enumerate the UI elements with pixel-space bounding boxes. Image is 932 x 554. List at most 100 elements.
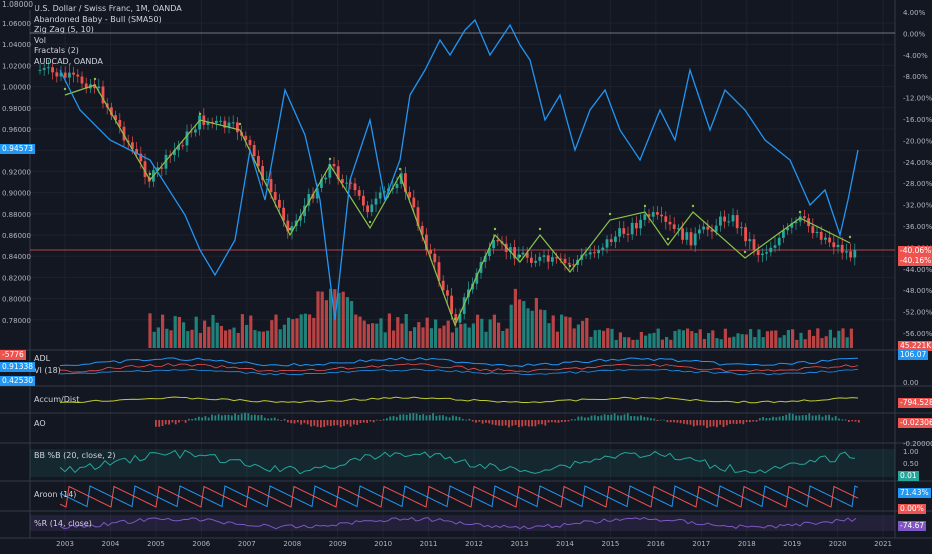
bb-label[interactable]: BB %B (20, close, 2)	[34, 451, 116, 460]
study-abandoned-baby[interactable]: Abandoned Baby - Bull (SMA50)	[34, 14, 162, 24]
candle-body	[139, 153, 143, 162]
ao-bar	[801, 415, 804, 421]
ao-bar	[636, 416, 639, 421]
left-axis-label: 0.78000	[2, 317, 31, 325]
study-audcad[interactable]: AUDCAD, OANDA	[34, 56, 103, 66]
volume-bar	[698, 329, 702, 348]
study-fractals[interactable]: Fractals (2)	[34, 46, 79, 55]
time-axis-label: 2019	[783, 540, 801, 548]
fractal-marker	[398, 167, 402, 171]
aroon-right-tag: 71.43%	[898, 488, 931, 498]
candle-body	[189, 131, 193, 133]
volume-bar	[488, 319, 492, 348]
candle-body	[488, 248, 491, 257]
accum-dist-label[interactable]: Accum/Dist	[34, 395, 80, 404]
volume-bar	[513, 288, 517, 348]
ao-bar	[798, 415, 801, 421]
symbol-title[interactable]: U.S. Dollar / Swiss Franc, 1M, OANDA	[34, 4, 182, 13]
audcad-line	[59, 18, 859, 321]
candle-body	[828, 237, 831, 243]
fractal-marker	[368, 220, 372, 224]
ao-bar	[227, 414, 230, 421]
right-axis-label: -44.00%	[903, 266, 932, 274]
ao-bar	[197, 416, 200, 421]
volume-bar	[165, 328, 169, 348]
volume-bar	[270, 320, 274, 348]
volume-bar	[564, 316, 568, 348]
study-vol[interactable]: Vol	[34, 35, 46, 45]
time-axis-label: 2020	[829, 540, 847, 548]
candle-body	[378, 192, 382, 199]
ao-bar	[564, 420, 566, 422]
main-price-pane[interactable]	[30, 18, 895, 348]
volume-bar	[303, 313, 307, 348]
candle-body	[97, 86, 101, 89]
volume-bar	[686, 328, 690, 348]
volume-bar	[287, 317, 291, 348]
fractal-marker	[288, 227, 292, 231]
volume-bar	[446, 320, 450, 348]
ao-bar	[824, 415, 827, 421]
ao-axis-low: -0.20000	[903, 440, 932, 448]
volume-bar	[362, 320, 366, 348]
volume-bar	[509, 304, 513, 348]
ao-bar	[854, 420, 857, 422]
time-axis-label: 2005	[147, 540, 165, 548]
ao-bar	[389, 416, 392, 421]
ao-bar	[584, 417, 586, 421]
volume-bar	[194, 316, 198, 348]
candle-body	[370, 204, 374, 213]
candle-body	[362, 195, 365, 206]
volume-bar	[278, 329, 282, 348]
study-zigzag[interactable]: Zig Zag (5, 10)	[34, 25, 94, 34]
indicator-panes[interactable]	[30, 357, 895, 531]
volume-bar	[438, 328, 442, 348]
ao-bar	[422, 414, 425, 421]
ao-bar	[346, 420, 349, 425]
aroon-label[interactable]: Aroon (14)	[34, 490, 77, 499]
ao-bar	[511, 420, 514, 426]
williams-r-right-tag: -74.67	[898, 521, 927, 531]
ao-bar	[201, 417, 203, 421]
candle-body	[517, 254, 521, 259]
volume-bar	[614, 339, 618, 348]
time-axis-label: 2003	[56, 540, 74, 548]
ao-bar	[752, 420, 755, 422]
candle-body	[311, 194, 315, 199]
candle-body	[794, 221, 798, 224]
williams-r-label[interactable]: %R (14, close)	[34, 519, 92, 528]
ao-bar	[306, 420, 309, 425]
volume-bar	[652, 332, 656, 348]
ao-bar	[435, 415, 438, 421]
vi-label[interactable]: VI (18)	[34, 366, 61, 375]
ao-bar	[184, 420, 187, 423]
candle-body	[689, 232, 693, 246]
candle-body	[269, 179, 273, 192]
bb-percent-line	[59, 449, 856, 475]
left-axis-label: 0.88000	[2, 211, 31, 219]
candle-body	[605, 239, 609, 248]
adl-label[interactable]: ADL	[34, 354, 51, 363]
candle-body	[72, 72, 75, 75]
ao-label[interactable]: AO	[34, 419, 46, 428]
fractal-marker	[538, 227, 542, 231]
ao-bar	[795, 415, 797, 421]
ao-bar	[626, 413, 629, 421]
ao-bar	[669, 420, 672, 423]
candle-body	[416, 207, 420, 226]
right-axis-label: -28.00%	[903, 180, 932, 188]
ao-bar	[244, 412, 246, 421]
volume-bar	[694, 333, 698, 348]
ao-bar	[534, 420, 537, 427]
ao-bar	[333, 420, 335, 426]
volume-bar	[539, 309, 543, 348]
adl-left-tag: 0.91338	[0, 362, 36, 372]
volume-bar	[215, 322, 219, 348]
volume-bar	[576, 324, 580, 348]
volume-bar	[442, 325, 446, 348]
volume-bar	[791, 329, 795, 348]
volume-bar	[728, 337, 732, 348]
volume-bar	[660, 339, 664, 348]
